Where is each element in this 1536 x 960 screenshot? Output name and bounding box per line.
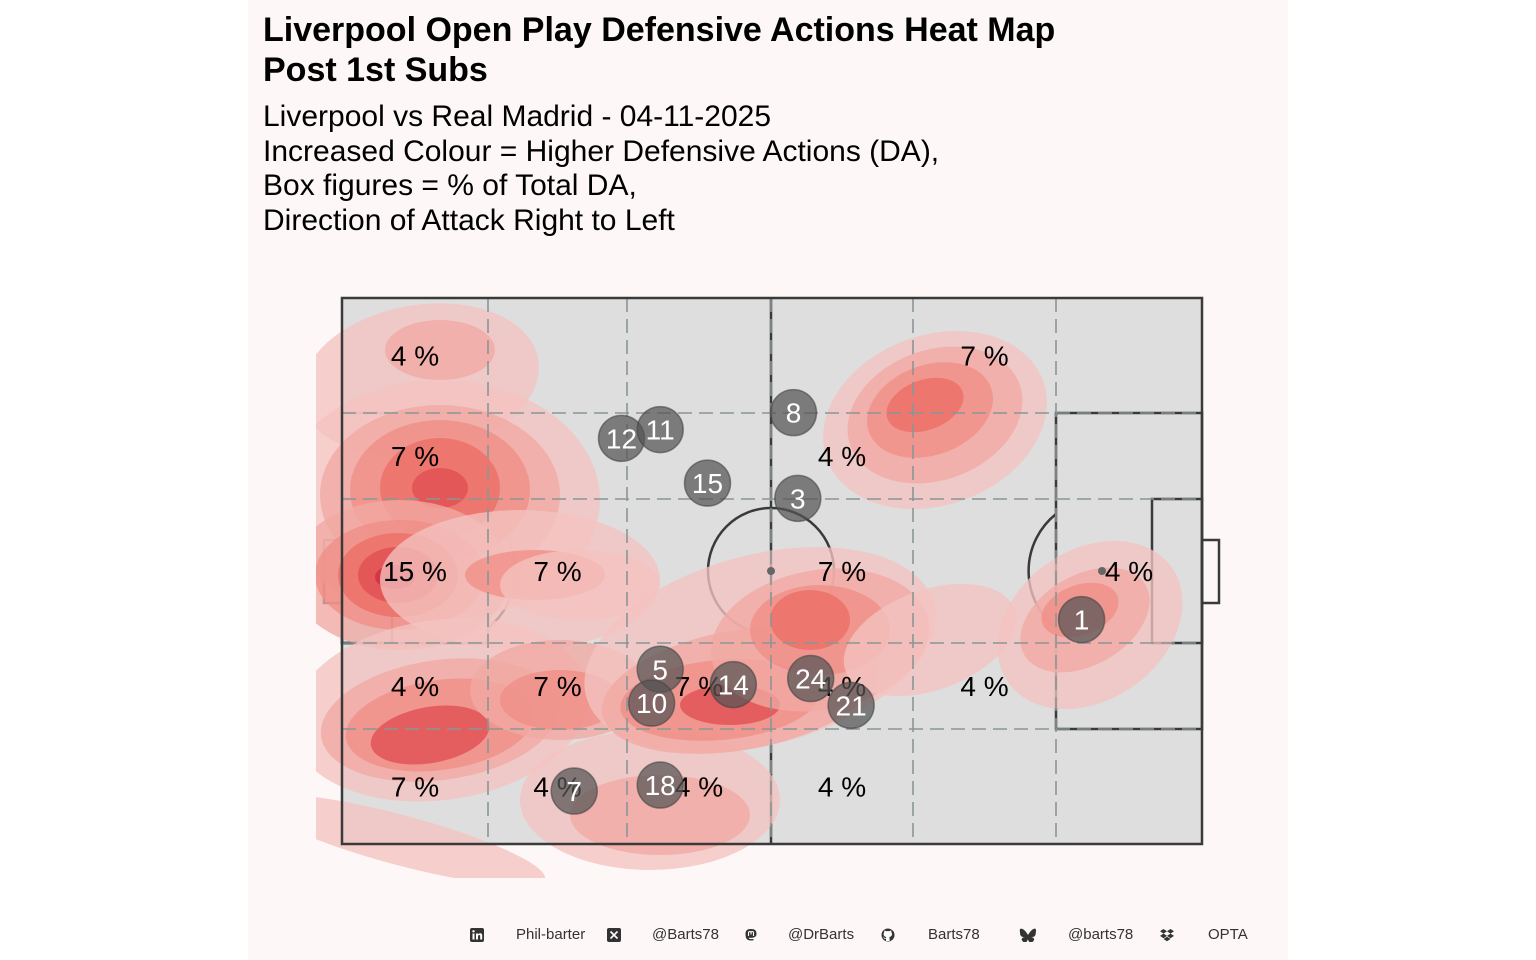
dropbox-icon[interactable]: [1160, 928, 1174, 942]
player-number-label: 5: [652, 654, 668, 685]
player-marker-1: 1: [1057, 595, 1106, 644]
player-position-dot: [636, 405, 684, 454]
player-position-dot: [786, 654, 835, 703]
player-number-label: 15: [692, 468, 723, 499]
zone-percentage-label: 7 %: [818, 556, 866, 587]
player-position-dot: [769, 388, 818, 437]
heat-contour-23: [570, 775, 750, 855]
heat-contour-2: [385, 320, 495, 380]
title-line-1: Liverpool Open Play Defensive Actions He…: [263, 11, 1056, 49]
player-number-label: 3: [790, 483, 806, 514]
player-position-dot: [636, 761, 684, 809]
player-position-dot: [709, 660, 758, 709]
subtitle-line-2: Increased Colour = Higher Defensive Acti…: [263, 134, 940, 168]
player-marker-21: 21: [827, 681, 875, 730]
zone-percentage-label: 4 %: [960, 671, 1008, 702]
player-marker-15: 15: [683, 459, 732, 507]
player-marker-11: 11: [636, 405, 684, 454]
footer-handle-2[interactable]: @Barts78: [652, 926, 719, 943]
player-number-label: 14: [718, 670, 749, 701]
centre-spot: [767, 567, 775, 575]
subtitle-line-4: Direction of Attack Right to Left: [263, 203, 675, 237]
player-marker-3: 3: [774, 474, 822, 523]
zone-percentage-label: 4 %: [818, 441, 866, 472]
zone-percentage-label: 7 %: [960, 341, 1008, 372]
player-number-label: 7: [566, 776, 582, 807]
zone-percentage-label: 4 %: [818, 772, 866, 803]
mastodon-icon[interactable]: [744, 928, 758, 942]
player-position-dot: [550, 767, 598, 815]
zone-percentage-label: 7 %: [391, 772, 439, 803]
heat-contour-19: [370, 705, 490, 765]
player-number-label: 8: [786, 398, 802, 429]
zone-percentage-label: 7 %: [391, 441, 439, 472]
pitch-outline: [340, 296, 1204, 846]
player-marker-10: 10: [627, 679, 676, 727]
heat-contour-24: [316, 794, 546, 878]
player-position-dot: [683, 459, 732, 507]
player-position-dot: [1057, 595, 1106, 644]
subtitle-line-1: Liverpool vs Real Madrid - 04-11-2025: [263, 100, 772, 133]
player-marker-14: 14: [709, 660, 758, 709]
title-line-2: Post 1st Subs: [263, 51, 488, 89]
heat-contour-7: [412, 468, 468, 508]
player-marker-12: 12: [597, 414, 646, 463]
chart-title: Liverpool Open Play Defensive Actions He…: [263, 10, 1055, 90]
zone-percentage-label: 15 %: [383, 556, 447, 587]
player-number-label: 1: [1074, 605, 1090, 636]
right-goal: [1200, 538, 1221, 605]
heat-contour-31: [770, 590, 850, 650]
linkedin-icon[interactable]: [470, 928, 484, 942]
player-number-label: 10: [636, 688, 667, 719]
player-number-label: 12: [606, 423, 637, 454]
heat-contour-36: [886, 377, 964, 433]
player-number-label: 24: [795, 664, 826, 695]
footer-handle-1[interactable]: Phil-barter: [516, 926, 586, 943]
footer-handle-6[interactable]: OPTA: [1208, 926, 1248, 943]
credits-footer: Phil-barter @Barts78 @DrBarts Barts78 @barts…: [470, 925, 1270, 945]
player-position-dot: [827, 681, 875, 730]
footer-handle-5[interactable]: @barts78: [1068, 926, 1134, 943]
bluesky-icon[interactable]: [1019, 928, 1037, 943]
player-number-label: 11: [646, 415, 675, 446]
zone-percentage-label: 4 %: [1105, 556, 1153, 587]
player-marker-24: 24: [786, 654, 835, 703]
player-marker-18: 18: [636, 761, 684, 809]
github-icon[interactable]: [881, 928, 895, 942]
x-twitter-icon[interactable]: [607, 928, 621, 942]
zone-percentage-label: 7 %: [533, 556, 581, 587]
footer-handle-4[interactable]: Barts78: [928, 926, 980, 943]
player-marker-7: 7: [550, 767, 598, 815]
footer-handle-3[interactable]: @DrBarts: [788, 926, 855, 943]
zone-percentage-label: 7 %: [533, 671, 581, 702]
player-number-label: 18: [645, 770, 676, 801]
player-number-label: 21: [836, 690, 867, 721]
zone-percentage-label: 4 %: [391, 671, 439, 702]
penalty-spot-right: [1098, 567, 1106, 575]
heat-contour-32: [843, 583, 1017, 697]
player-position-dot: [627, 679, 676, 727]
heat-contour-15: [500, 550, 660, 620]
subtitle-line-3: Box figures = % of Total DA,: [263, 169, 637, 202]
zone-percentage-label: 4 %: [391, 341, 439, 372]
player-position-dot: [774, 474, 822, 523]
chart-subtitle: Liverpool vs Real Madrid - 04-11-2025 In…: [263, 100, 939, 238]
player-marker-8: 8: [769, 388, 818, 437]
